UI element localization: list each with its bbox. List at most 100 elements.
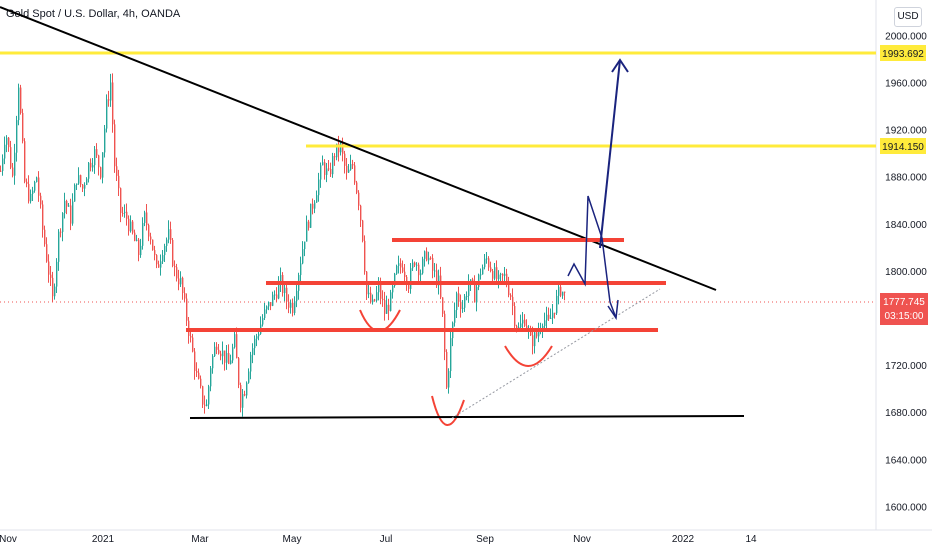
candle-body [172, 239, 174, 266]
candle-body [462, 307, 464, 309]
candle-body [272, 294, 274, 306]
candles-group [0, 73, 566, 417]
candle-body [244, 394, 246, 396]
candle-body [152, 239, 154, 251]
curve-shape-3[interactable] [504, 345, 553, 367]
candle-body [154, 250, 156, 256]
candle-body [372, 299, 374, 303]
candle-body [246, 382, 248, 396]
candle-body [368, 292, 370, 295]
candle-body [554, 312, 556, 314]
candle-body [252, 348, 254, 355]
candle-body [474, 282, 476, 303]
candle-body [542, 325, 544, 330]
candle-body [466, 295, 468, 297]
price-tick-label: 1680.000 [885, 408, 927, 419]
candle-body [232, 347, 234, 361]
candle-body [136, 239, 138, 241]
candle-body [408, 284, 410, 289]
candle-body [48, 261, 50, 275]
candle-body [288, 301, 290, 308]
descending-trendline[interactable] [0, 6, 717, 291]
candle-body [42, 204, 44, 230]
candle-body [418, 264, 420, 276]
candle-body [304, 241, 306, 250]
candle-body [518, 327, 520, 329]
curve-shape-2[interactable] [431, 395, 465, 426]
candle-body [508, 285, 510, 296]
price-tick-label: 1920.000 [885, 126, 927, 137]
candle-body [380, 283, 382, 299]
candle-body [234, 334, 236, 348]
candle-body [468, 283, 470, 296]
candle-body [312, 203, 314, 209]
candle-body [550, 317, 552, 319]
candle-body [208, 386, 210, 405]
candle-body [426, 251, 428, 261]
candle-body [148, 225, 150, 237]
candle-body [412, 262, 414, 269]
candle-body [424, 251, 426, 259]
candle-body [178, 278, 180, 285]
candle-body [110, 82, 112, 101]
candle-body [364, 240, 366, 272]
candle-body [410, 268, 412, 289]
candle-body [500, 273, 502, 275]
price-tick-label: 1720.000 [885, 361, 927, 372]
candle-body [170, 229, 172, 240]
candle-body [432, 258, 434, 271]
candle-body [278, 283, 280, 299]
candle-body [484, 258, 486, 268]
candle-body [374, 299, 376, 301]
candle-body [350, 164, 352, 170]
candle-body [428, 257, 430, 261]
candle-body [150, 236, 152, 240]
candle-body [228, 353, 230, 364]
candle-body [276, 294, 278, 299]
candle-body [406, 276, 408, 285]
candle-body [310, 203, 312, 228]
projection-path[interactable] [567, 195, 617, 319]
candle-body [214, 346, 216, 357]
candle-body [142, 222, 144, 246]
candle-body [196, 371, 198, 373]
bottom-support-line[interactable] [189, 415, 745, 419]
curve-shape-1[interactable] [359, 309, 401, 332]
candle-body [284, 287, 286, 294]
candle-body [420, 273, 422, 276]
candle-body [190, 335, 192, 338]
candle-body [460, 301, 462, 309]
candle-body [192, 337, 194, 352]
candle-body [390, 292, 392, 311]
candle-body [40, 195, 42, 205]
candle-body [268, 301, 270, 307]
candle-body [502, 273, 504, 276]
candle-body [430, 257, 432, 259]
projection-arrow-up[interactable] [599, 59, 621, 249]
currency-button[interactable]: USD [894, 7, 922, 27]
level-tag-1993-bg [880, 45, 926, 61]
candle-body [332, 156, 334, 175]
candle-body [80, 175, 82, 185]
candle-body [492, 270, 494, 279]
candle-body [222, 350, 224, 357]
candle-body [166, 239, 168, 246]
candle-body [176, 267, 178, 279]
candle-body [356, 182, 358, 193]
candle-body [308, 221, 310, 228]
candle-body [2, 158, 4, 171]
ascending-dotted-trendline[interactable] [451, 288, 661, 419]
candle-body [458, 293, 460, 302]
candle-body [256, 336, 258, 339]
candle-body [490, 267, 492, 271]
candle-body [108, 99, 110, 101]
time-axis[interactable]: Nov 2021 Mar May Jul Sep Nov 2022 14 [0, 534, 757, 545]
candle-body [204, 404, 206, 406]
candle-body [254, 338, 256, 349]
symbol-title: Gold Spot / U.S. Dollar, 4h, OANDA [6, 8, 181, 20]
candle-body [454, 310, 456, 323]
price-axis[interactable]: 1600.0001640.0001680.0001720.0001760.000… [885, 31, 927, 513]
candle-body [180, 277, 182, 285]
candle-body [504, 273, 506, 276]
